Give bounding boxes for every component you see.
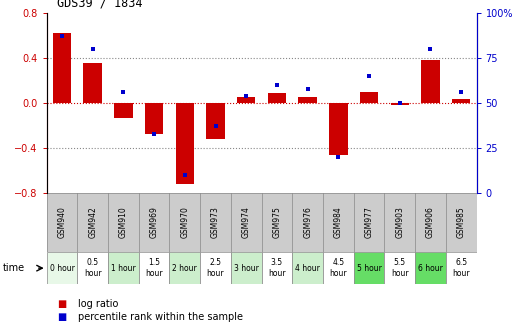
Text: ■: ■ [57,299,66,309]
Bar [452,98,470,103]
Bar [47,252,77,284]
Text: 4.5
hour: 4.5 hour [329,258,347,278]
Text: 0.5
hour: 0.5 hour [84,258,102,278]
Bar [77,252,108,284]
Text: GSM977: GSM977 [365,206,373,238]
Text: GSM973: GSM973 [211,206,220,238]
Bar [176,103,194,184]
Text: GSM984: GSM984 [334,206,343,238]
Text: GSM940: GSM940 [57,206,66,238]
Bar [53,33,71,103]
Text: 6.5
hour: 6.5 hour [452,258,470,278]
Bar [262,252,292,284]
Text: GSM903: GSM903 [395,206,404,238]
Text: 0 hour: 0 hour [50,264,75,273]
Bar [139,252,169,284]
Text: time: time [3,263,25,273]
Text: GSM976: GSM976 [303,206,312,238]
Text: GSM906: GSM906 [426,206,435,238]
Bar [384,252,415,284]
Point [89,46,97,52]
Text: 5 hour: 5 hour [356,264,382,273]
Point [211,124,220,129]
Bar [415,252,446,284]
Bar [329,103,348,155]
Bar [108,252,139,284]
Text: GSM985: GSM985 [457,206,466,238]
Text: log ratio: log ratio [78,299,118,309]
Text: 2.5
hour: 2.5 hour [207,258,224,278]
Bar [145,103,163,134]
Text: ■: ■ [57,312,66,322]
Text: 6 hour: 6 hour [418,264,443,273]
Bar [298,97,317,103]
Bar [206,103,225,139]
Bar [83,62,102,103]
Text: GSM975: GSM975 [272,206,281,238]
Bar [237,97,255,103]
Bar [323,252,354,284]
Bar [200,252,231,284]
Text: GSM942: GSM942 [88,206,97,238]
Text: 3 hour: 3 hour [234,264,258,273]
Bar [360,92,378,103]
Bar [391,103,409,105]
Point [119,90,127,95]
Text: 2 hour: 2 hour [172,264,197,273]
Text: 5.5
hour: 5.5 hour [391,258,409,278]
Bar [169,252,200,284]
Point [457,90,465,95]
Point [396,100,404,106]
Bar [292,252,323,284]
Text: 1 hour: 1 hour [111,264,136,273]
Point [181,172,189,178]
Text: GSM910: GSM910 [119,206,128,238]
Text: 4 hour: 4 hour [295,264,320,273]
Point [365,73,373,78]
Text: GSM974: GSM974 [242,206,251,238]
Point [58,34,66,39]
Bar [114,103,133,118]
Text: GDS39 / 1834: GDS39 / 1834 [57,0,142,10]
Text: 1.5
hour: 1.5 hour [145,258,163,278]
Point [273,82,281,88]
Point [150,131,158,136]
Bar [268,93,286,103]
Point [334,154,342,160]
Point [304,86,312,91]
Text: GSM969: GSM969 [150,206,159,238]
Text: GSM970: GSM970 [180,206,189,238]
Bar [421,60,440,103]
Bar [446,252,477,284]
Text: 3.5
hour: 3.5 hour [268,258,286,278]
Text: percentile rank within the sample: percentile rank within the sample [78,312,243,322]
Point [426,46,435,52]
Bar [231,252,262,284]
Bar [354,252,384,284]
Point [242,93,250,98]
